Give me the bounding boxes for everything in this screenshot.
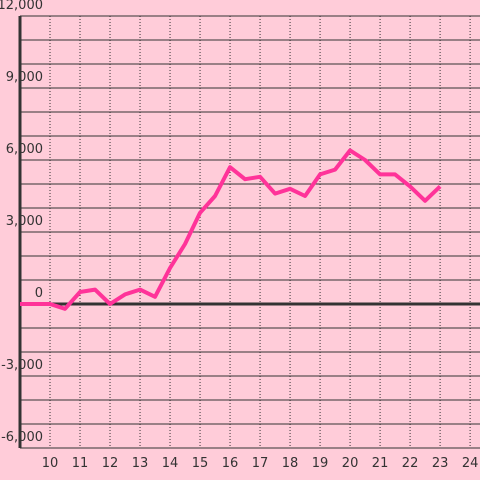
x-tick-label: 11 [72,456,89,471]
x-tick-label: 16 [222,456,239,471]
x-tick-label: 23 [432,456,449,471]
x-tick-label: 19 [312,456,329,471]
x-tick-label: 18 [282,456,299,471]
x-tick-label: 13 [132,456,149,471]
y-tick-label: 0 [35,286,43,301]
x-tick-label: 17 [252,456,269,471]
x-tick-label: 12 [102,456,119,471]
data-line [20,148,442,311]
y-tick-label: 12,000 [0,0,43,13]
y-tick-label: 3,000 [6,214,43,229]
y-tick-label: -6,000 [1,430,43,445]
x-tick-label: 14 [162,456,179,471]
x-tick-label: 20 [342,456,359,471]
y-tick-label: 9,000 [6,70,43,85]
x-tick-label: 22 [402,456,419,471]
x-tick-label: 24 [462,456,479,471]
y-tick-label: 6,000 [6,142,43,157]
x-tick-label: 21 [372,456,389,471]
y-tick-label: -3,000 [1,358,43,373]
x-tick-label: 10 [42,456,59,471]
x-tick-label: 15 [192,456,209,471]
